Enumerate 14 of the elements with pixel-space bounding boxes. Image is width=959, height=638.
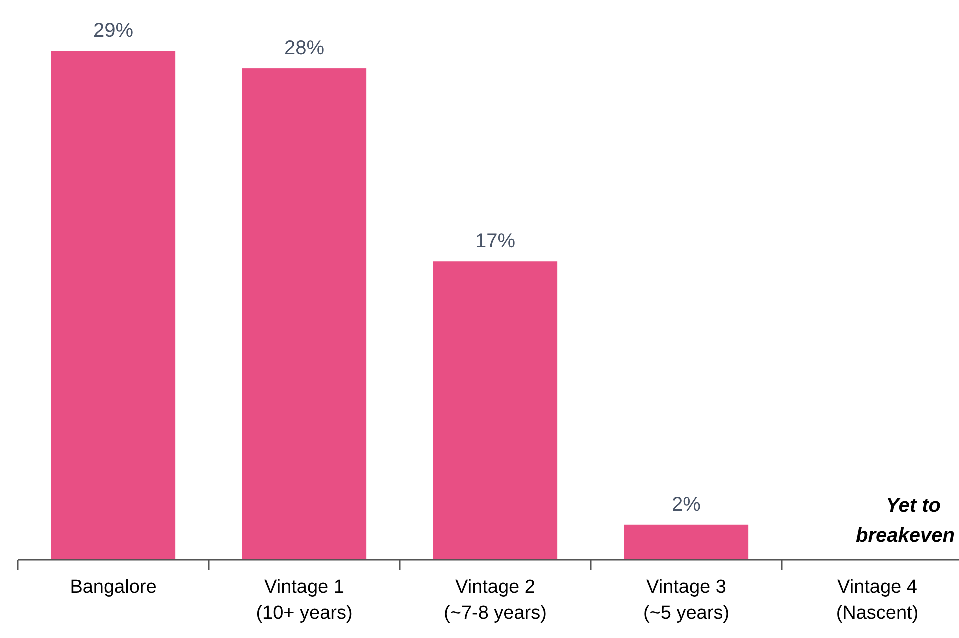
x-tick-label: Bangalore [70,577,157,598]
data-label: 28% [284,38,325,60]
x-tick-label: Vintage 1 (10+ years) [256,577,353,624]
x-tick-label: Vintage 2 (~7-8 years) [444,577,547,624]
data-label: 17% [475,230,516,253]
bar [624,524,749,560]
data-label: 2% [672,494,702,516]
x-tick-label: Vintage 3 (~5 years) [643,577,730,624]
bar [242,68,367,560]
data-label: 29% [93,20,134,42]
annotation: Yet to breakeven [856,495,955,547]
bar [51,51,176,560]
bar [433,262,558,560]
x-tick-label: Vintage 4 (Nascent) [836,577,919,624]
